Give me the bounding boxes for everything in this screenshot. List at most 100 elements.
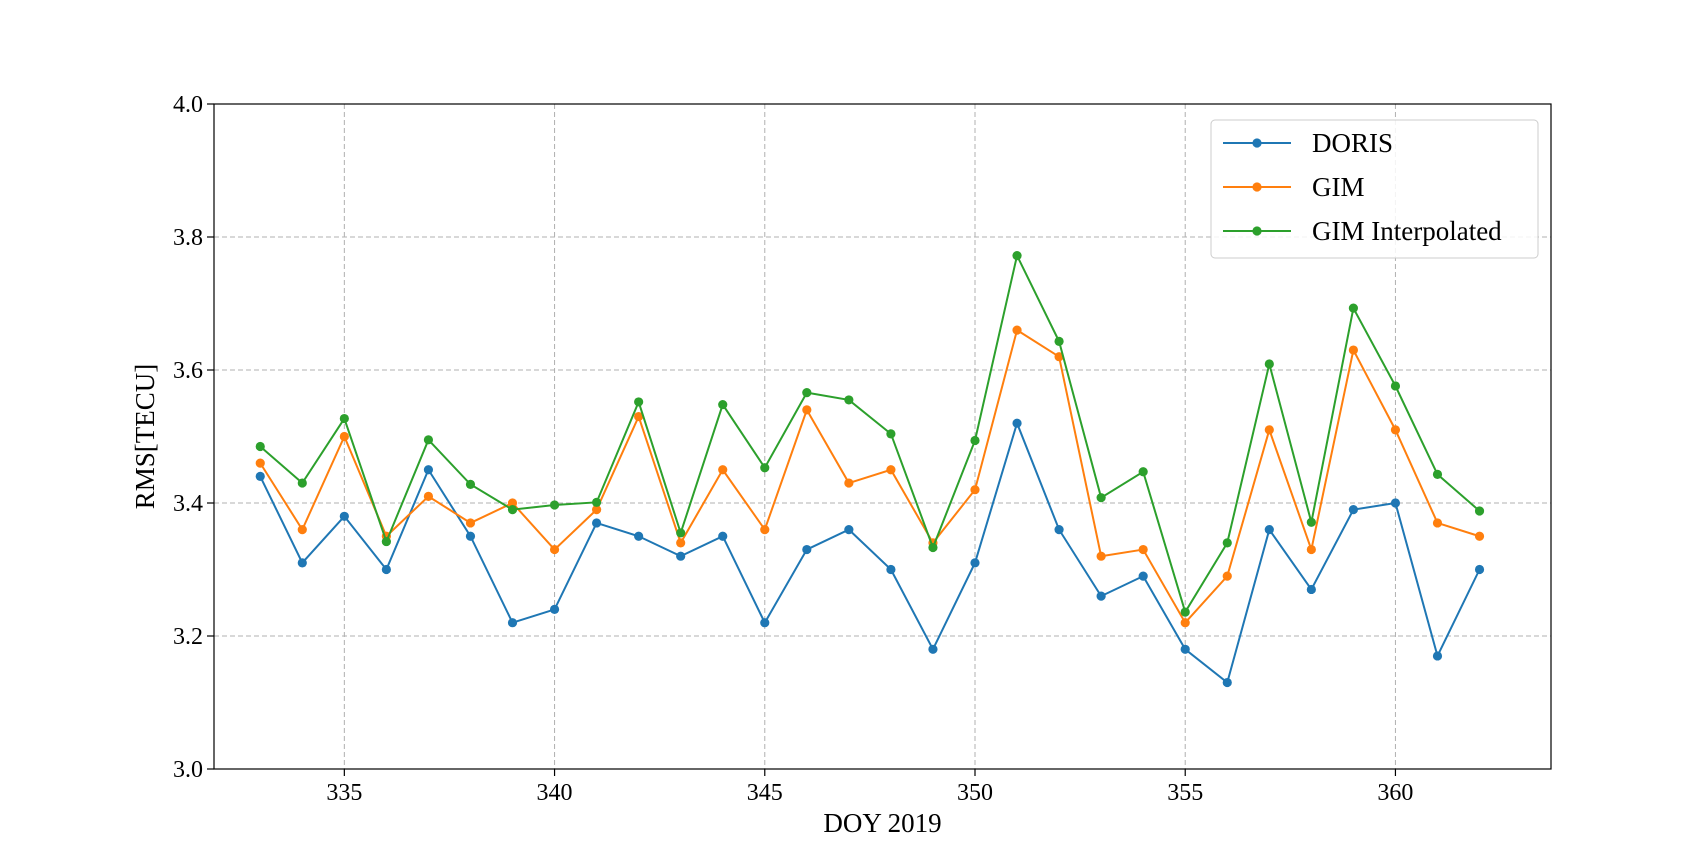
data-point [1012,325,1022,335]
data-point [1222,677,1232,688]
series-0 [255,418,1485,688]
legend: DORIS GIM GIM Interpolated [1210,119,1539,259]
data-point [1390,498,1401,508]
data-point [970,435,980,446]
data-point [970,558,980,568]
data-point [718,465,728,475]
data-point [1264,525,1274,535]
data-point [1138,467,1148,477]
data-point [676,528,686,538]
x-tick-label: 340 [537,780,573,806]
series-line [259,328,1480,625]
data-point [1432,469,1443,480]
data-point [634,411,644,422]
data-point [718,399,728,410]
x-tick-label: 360 [1377,780,1413,806]
data-point [1432,651,1443,661]
legend-label: GIM [1312,172,1365,202]
data-point [255,458,265,468]
legend-item: GIM [1223,172,1365,202]
data-point [1264,359,1274,369]
data-point [1222,571,1232,581]
data-point [1054,336,1064,347]
data-point [297,478,307,488]
data-point [297,525,307,535]
data-point [634,397,644,407]
y-tick-label: 3.8 [173,225,203,251]
data-point [592,518,602,528]
x-tick-label: 355 [1167,780,1203,806]
data-point [549,500,560,510]
data-point [592,505,602,515]
series-2 [255,251,1485,617]
data-point [760,463,770,473]
y-tick-label: 3.4 [173,491,203,517]
data-point [1432,518,1443,528]
y-tick-label: 3.0 [173,757,203,783]
y-tick-label: 3.6 [173,358,203,384]
data-point [465,531,476,541]
data-point [1474,506,1485,516]
data-point [802,388,812,398]
data-point [886,465,896,475]
data-point [1306,584,1316,595]
data-point [802,405,812,415]
data-point [1054,352,1064,362]
data-point [1054,525,1064,535]
data-point [423,465,434,475]
data-point [1138,544,1148,555]
data-point [381,564,391,575]
data-point [1180,644,1190,654]
data-point [1012,418,1022,428]
data-point [1306,517,1316,527]
data-point [676,551,686,561]
legend-label: GIM Interpolated [1312,216,1502,246]
data-point [760,525,770,535]
data-point [255,471,265,481]
x-tick-label: 335 [326,780,362,806]
legend-label: DORIS [1312,128,1393,158]
y-tick-label: 4.0 [173,92,203,118]
data-point [718,531,728,541]
data-point [507,498,518,508]
data-point [886,429,896,439]
data-point [1264,425,1274,435]
data-point [1180,618,1190,628]
data-point [844,395,854,405]
series-group [255,251,1485,688]
data-point [1096,551,1106,561]
x-tick-label: 345 [747,780,783,806]
data-point [339,413,349,424]
y-tick-label: 3.2 [173,624,203,650]
series-1 [255,325,1485,628]
data-point [381,536,391,547]
legend-swatch-marker [1252,182,1262,192]
data-point [1096,493,1106,503]
legend-item: GIM Interpolated [1223,216,1502,246]
data-point [970,485,980,495]
series-line [259,252,1481,615]
x-axis-label: DOY 2019 [823,808,941,838]
data-point [549,544,560,555]
data-point [1012,251,1022,261]
data-point [255,441,265,452]
data-point [507,618,518,628]
data-point [1096,591,1106,601]
data-point [1306,544,1316,555]
data-point [1390,425,1401,435]
x-tick-label: 350 [957,780,993,806]
plot-area-frame [213,103,1552,770]
data-point [676,538,686,548]
data-point [634,531,644,541]
data-point [592,497,602,507]
data-point [1138,571,1148,581]
data-point [928,644,938,654]
data-point [1348,505,1358,515]
data-point [1348,345,1358,355]
data-point [1390,381,1401,391]
legend-swatch-marker [1252,226,1262,236]
data-point [339,431,349,442]
data-point [886,564,896,575]
data-point [297,558,307,568]
